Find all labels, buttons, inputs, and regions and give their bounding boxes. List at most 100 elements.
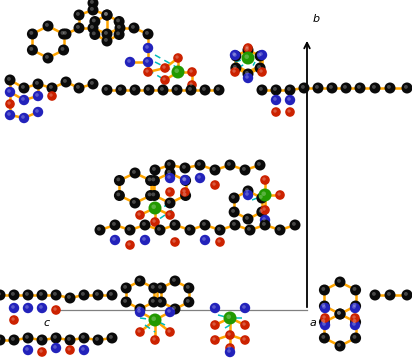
Circle shape <box>326 83 337 93</box>
Circle shape <box>176 55 179 59</box>
Circle shape <box>337 311 341 315</box>
Circle shape <box>167 329 171 333</box>
Circle shape <box>109 292 113 296</box>
Circle shape <box>67 295 71 299</box>
Circle shape <box>257 84 267 96</box>
Circle shape <box>229 206 240 218</box>
Circle shape <box>277 192 281 196</box>
Circle shape <box>51 343 61 353</box>
Circle shape <box>257 65 261 69</box>
Circle shape <box>9 315 19 325</box>
Circle shape <box>146 87 150 91</box>
Circle shape <box>104 38 108 42</box>
Circle shape <box>101 35 112 46</box>
Circle shape <box>149 175 160 186</box>
Circle shape <box>212 305 216 309</box>
Circle shape <box>262 207 266 211</box>
Circle shape <box>202 237 206 241</box>
Circle shape <box>354 83 365 93</box>
Circle shape <box>123 299 127 303</box>
Circle shape <box>35 93 39 97</box>
Circle shape <box>232 222 236 226</box>
Circle shape <box>11 305 15 309</box>
Circle shape <box>404 292 408 296</box>
Circle shape <box>244 224 255 236</box>
Circle shape <box>65 292 75 303</box>
Circle shape <box>245 71 249 75</box>
Circle shape <box>170 237 180 247</box>
Circle shape <box>164 198 176 209</box>
Circle shape <box>186 285 190 289</box>
Circle shape <box>90 25 94 29</box>
Circle shape <box>0 334 5 345</box>
Circle shape <box>187 227 191 231</box>
Circle shape <box>240 320 250 330</box>
Circle shape <box>260 205 270 215</box>
Circle shape <box>370 290 381 300</box>
Circle shape <box>240 335 250 345</box>
Circle shape <box>199 84 211 96</box>
Circle shape <box>151 299 154 303</box>
Circle shape <box>132 200 136 204</box>
Circle shape <box>101 29 112 39</box>
Circle shape <box>150 164 161 176</box>
Circle shape <box>350 313 360 323</box>
Circle shape <box>242 305 246 309</box>
Circle shape <box>229 193 240 203</box>
Circle shape <box>215 237 225 247</box>
Circle shape <box>259 195 263 199</box>
Circle shape <box>35 109 39 113</box>
Circle shape <box>148 202 162 215</box>
Circle shape <box>21 85 25 89</box>
Circle shape <box>76 12 80 16</box>
Circle shape <box>185 224 196 236</box>
Circle shape <box>190 70 193 73</box>
Circle shape <box>143 84 154 96</box>
Circle shape <box>114 190 125 201</box>
Circle shape <box>384 83 396 93</box>
Circle shape <box>199 219 211 231</box>
Circle shape <box>149 190 160 201</box>
Circle shape <box>321 303 325 307</box>
Circle shape <box>9 303 19 313</box>
Circle shape <box>243 45 253 55</box>
Circle shape <box>171 84 183 96</box>
Circle shape <box>202 87 206 91</box>
Circle shape <box>285 107 295 117</box>
Circle shape <box>39 305 43 309</box>
Circle shape <box>93 290 103 300</box>
Circle shape <box>195 173 205 183</box>
Circle shape <box>132 170 136 174</box>
Circle shape <box>147 177 152 181</box>
Circle shape <box>106 290 117 300</box>
Circle shape <box>21 97 25 101</box>
Circle shape <box>114 16 124 27</box>
Circle shape <box>93 334 103 345</box>
Circle shape <box>230 50 240 60</box>
Circle shape <box>11 292 15 296</box>
Circle shape <box>89 29 101 40</box>
Circle shape <box>150 335 160 345</box>
Circle shape <box>357 85 361 89</box>
Circle shape <box>370 83 381 93</box>
Circle shape <box>247 227 251 231</box>
Circle shape <box>19 83 30 93</box>
Circle shape <box>245 188 249 192</box>
Circle shape <box>137 278 141 282</box>
Circle shape <box>273 109 277 113</box>
Circle shape <box>61 31 64 35</box>
Circle shape <box>116 31 120 35</box>
Circle shape <box>321 287 325 291</box>
Circle shape <box>212 322 216 326</box>
Circle shape <box>158 299 162 303</box>
Circle shape <box>202 222 206 226</box>
Circle shape <box>148 282 159 294</box>
Circle shape <box>67 337 71 341</box>
Circle shape <box>79 290 89 300</box>
Circle shape <box>47 91 57 101</box>
Circle shape <box>137 212 141 216</box>
Text: a: a <box>310 318 317 328</box>
Circle shape <box>225 160 236 171</box>
Circle shape <box>110 219 120 231</box>
Circle shape <box>25 347 29 351</box>
